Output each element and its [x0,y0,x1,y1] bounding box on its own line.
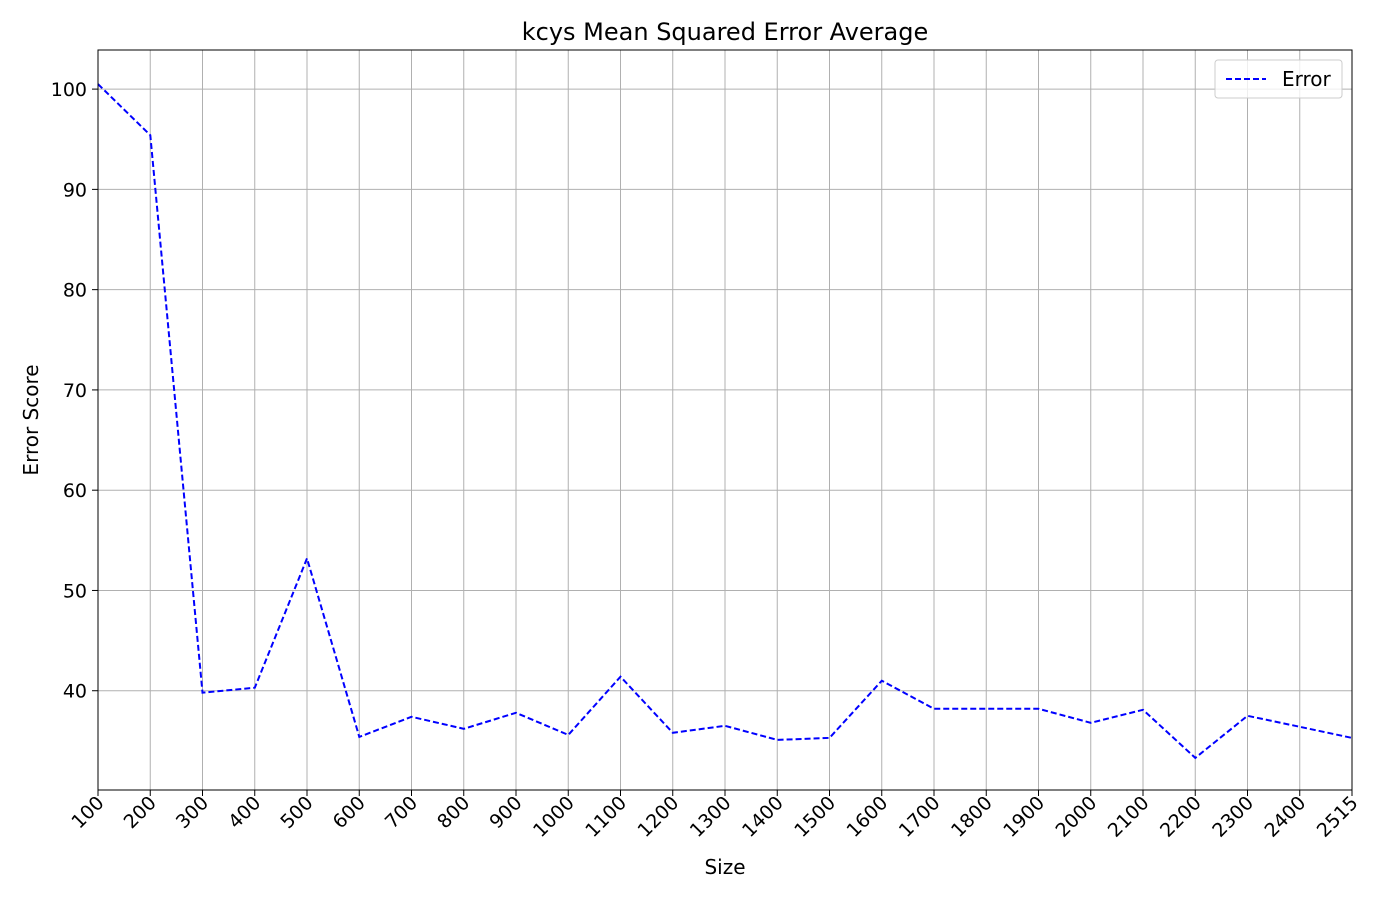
x-tick-label: 900 [485,792,526,833]
x-tick-label: 300 [172,792,213,833]
legend-label-error: Error [1282,67,1332,91]
x-tick-label: 1700 [895,792,945,842]
x-tick-label: 1900 [999,792,1049,842]
legend: Error [1214,59,1343,99]
x-tick-label: 1300 [686,792,736,842]
y-axis-title: Error Score [19,364,43,475]
y-tick-label: 70 [63,380,87,402]
x-tick-label: 100 [67,792,108,833]
series-line-error [97,83,1353,760]
x-tick-label: 2300 [1208,792,1258,842]
y-tick-label: 60 [63,480,87,502]
x-tick-label: 800 [433,792,474,833]
x-tick-label: 1000 [529,792,579,842]
x-tick-label: 1500 [790,792,840,842]
y-tick-label: 50 [63,580,87,602]
x-axis-title: Size [704,855,745,879]
y-tick-label: 90 [63,179,87,201]
x-tick-label: 2200 [1156,792,1206,842]
series-layer [97,83,1353,760]
y-axis: 40 50 60 70 80 90 100 [51,79,98,703]
x-tick-label: 2100 [1104,792,1154,842]
x-tick-label: 1200 [634,792,684,842]
x-tick-label: 1100 [581,792,631,842]
x-tick-label: 2400 [1261,792,1311,842]
x-tick-label: 1600 [843,792,893,842]
chart-title: kcys Mean Squared Error Average [522,18,929,46]
y-tick-label: 80 [63,280,87,302]
grid [97,50,1353,790]
x-tick-label: 700 [381,792,422,833]
x-tick-label: 600 [329,792,370,833]
x-tick-label: 500 [276,792,317,833]
y-tick-label: 40 [63,681,87,703]
y-tick-label: 100 [51,79,87,101]
x-tick-label: 1800 [947,792,997,842]
x-tick-label: 1400 [738,792,788,842]
x-tick-label: 200 [120,792,161,833]
x-tick-label: 2515 [1313,792,1363,842]
x-tick-label: 2000 [1052,792,1102,842]
x-axis: 100 200 300 400 500 600 700 800 900 1000 1100 1200 1… [67,790,1363,842]
x-tick-label: 400 [224,792,265,833]
legend-box [1214,59,1343,99]
